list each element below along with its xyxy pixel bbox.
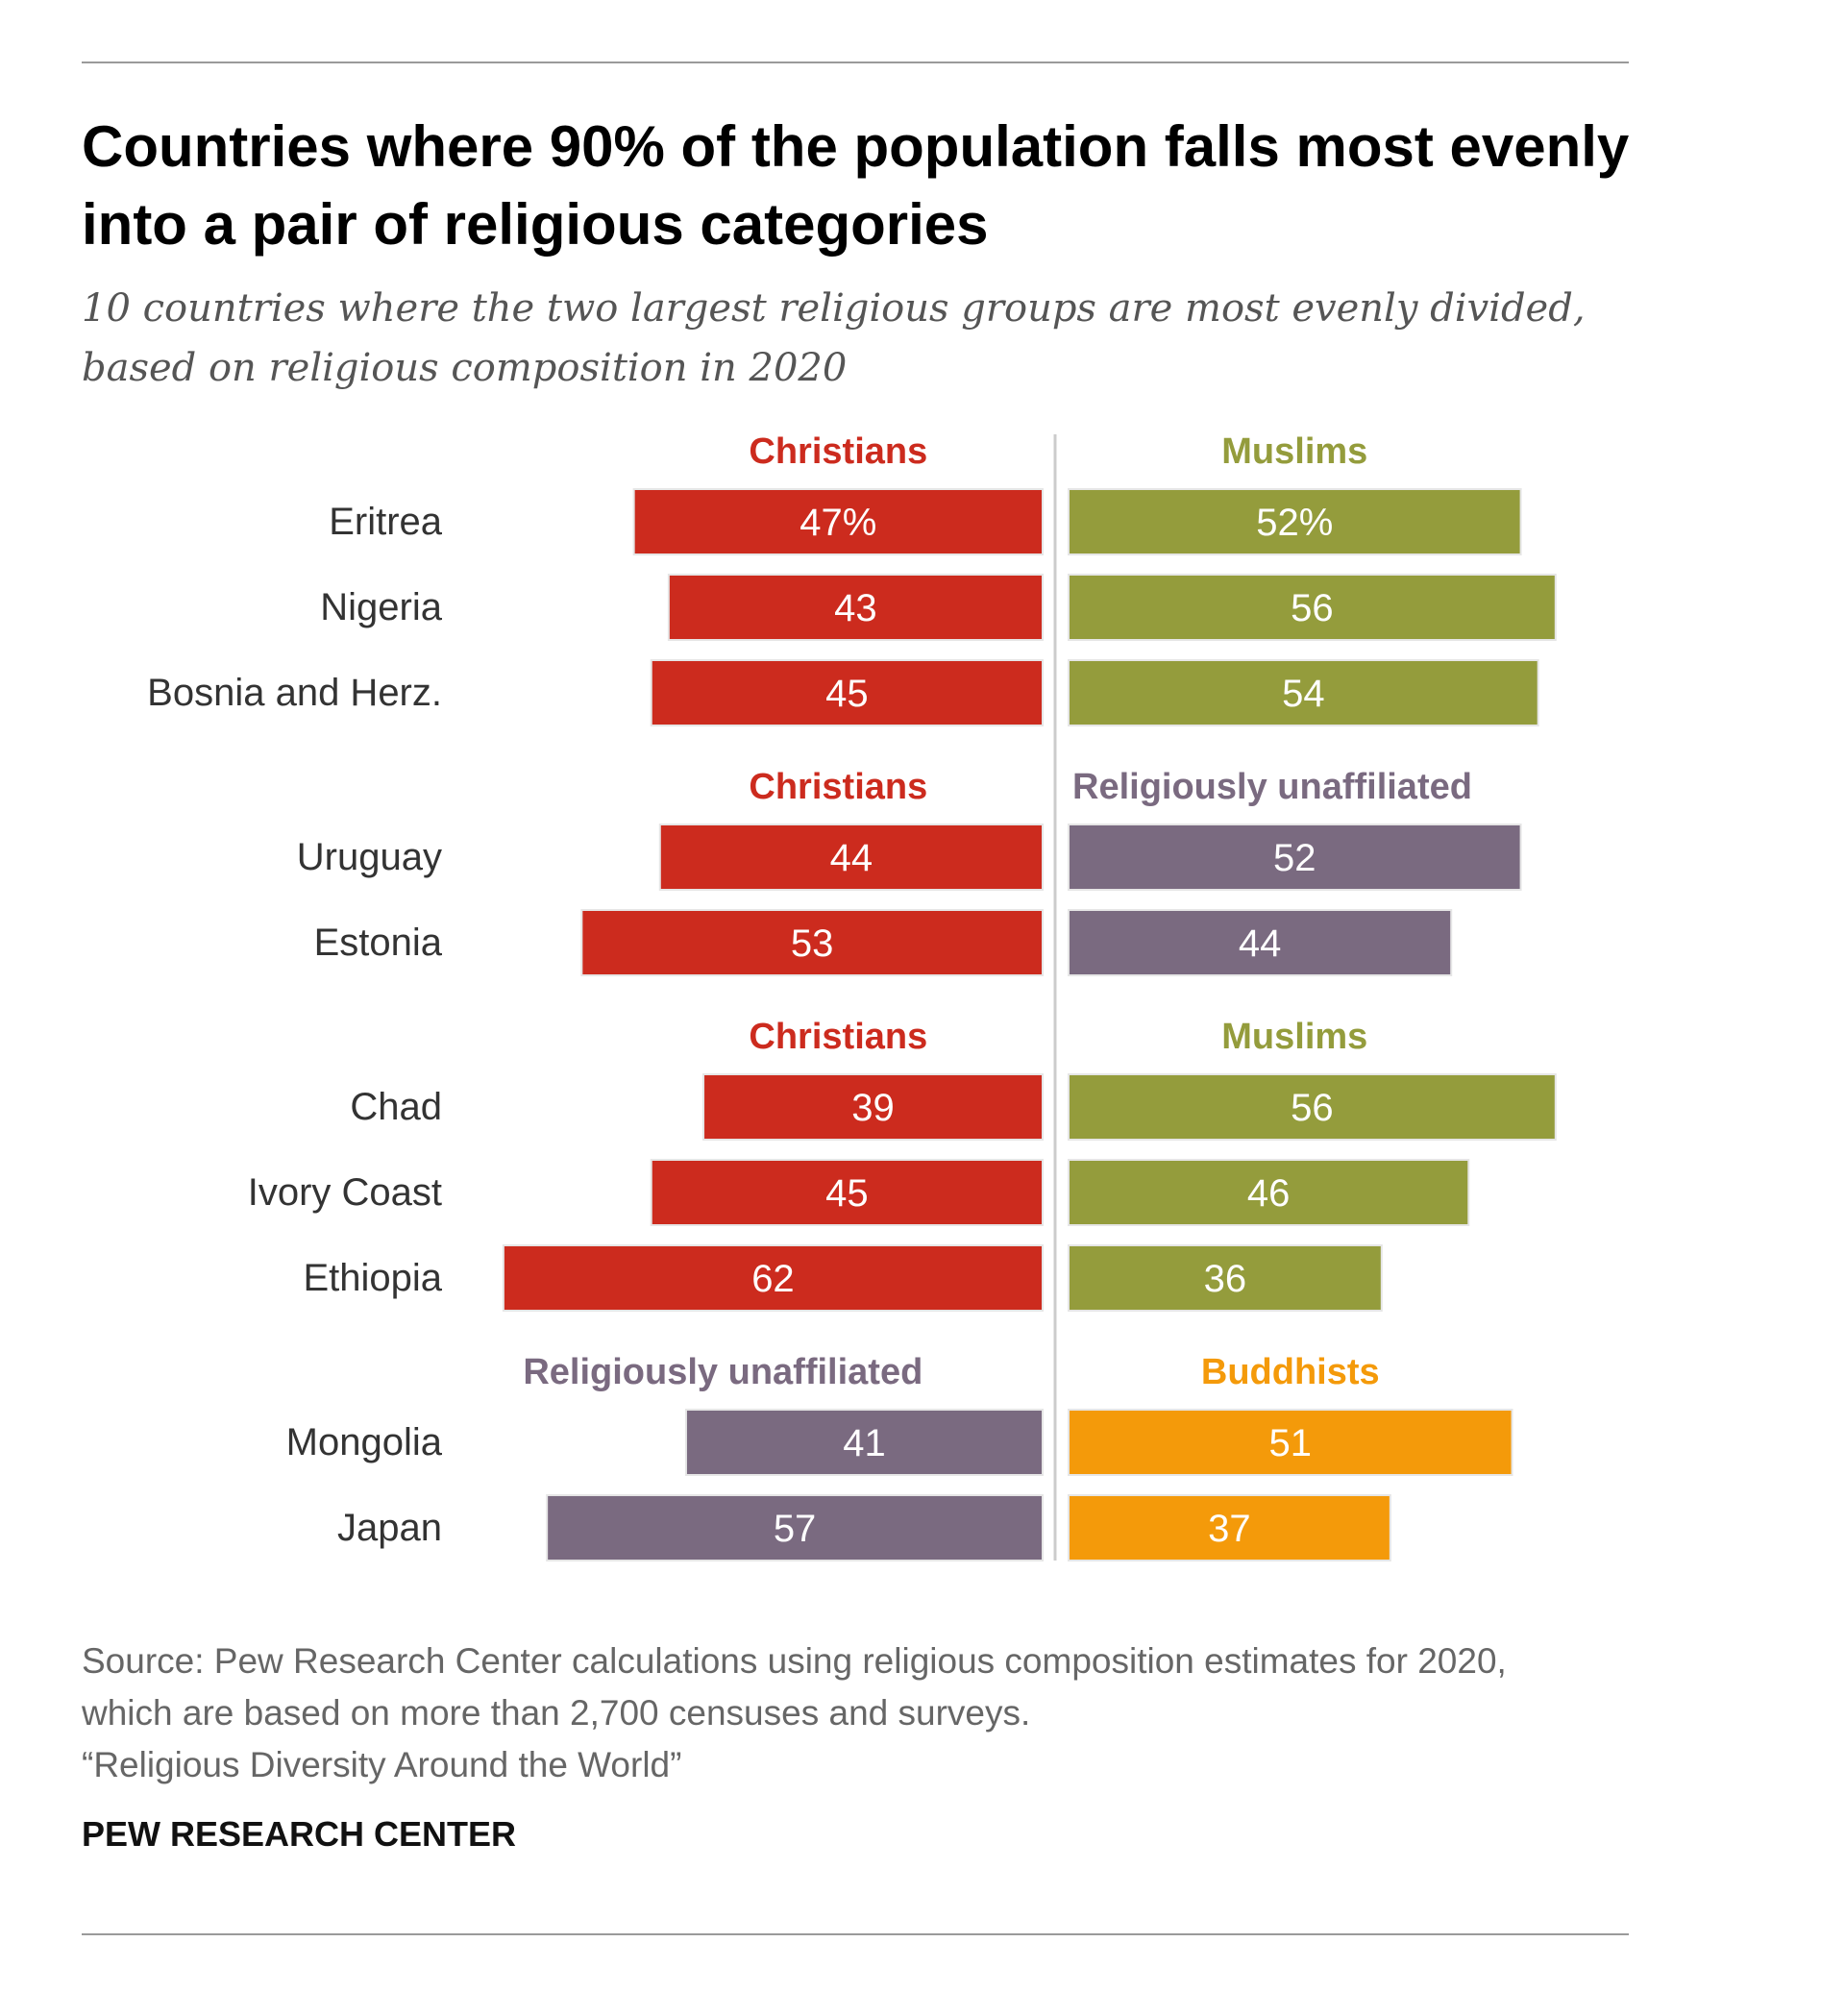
value-nigeria-christians: 43 — [834, 587, 877, 629]
bar-ethiopia-muslims — [1068, 1244, 1383, 1312]
value-bosnia-and-herz-muslims: 54 — [1282, 673, 1325, 715]
value-ivory-coast-muslims: 46 — [1247, 1172, 1291, 1215]
group-4-right-header: Buddhists — [1201, 1352, 1380, 1392]
bar-estonia-religiously-unaffiliated — [1068, 909, 1453, 976]
country-label-mongolia: Mongolia — [286, 1421, 443, 1463]
bar-uruguay-religiously-unaffiliated — [1068, 824, 1522, 891]
diverging-bar-chart: Christians Muslims Eritrea 47% 52% Nigeria 43 5… — [147, 431, 1557, 1561]
bar-eritrea-christians — [632, 488, 1045, 555]
group-4-left-header: Religiously unaffiliated — [523, 1352, 922, 1392]
country-label-ethiopia: Ethiopia — [303, 1257, 442, 1299]
value-mongolia-buddhists: 51 — [1269, 1422, 1313, 1464]
country-label-estonia: Estonia — [314, 922, 443, 964]
value-japan-buddhists: 37 — [1208, 1508, 1251, 1550]
group-2-right-header: Religiously unaffiliated — [1072, 767, 1472, 807]
bar-ivory-coast-muslims — [1068, 1159, 1470, 1226]
chart-title: Countries where 90% of the population fa… — [82, 114, 1630, 257]
source-line-3: “Religious Diversity Around the World” — [82, 1745, 682, 1784]
bar-bosnia-and-herz-muslims — [1068, 659, 1539, 726]
country-label-nigeria: Nigeria — [320, 586, 442, 628]
group-1-left-header: Christians — [749, 431, 927, 472]
country-label-eritrea: Eritrea — [329, 501, 443, 543]
bar-uruguay-christians — [658, 824, 1044, 891]
bar-ethiopia-christians — [502, 1244, 1044, 1312]
country-label-chad: Chad — [350, 1086, 442, 1128]
bar-japan-religiously-unaffiliated — [546, 1494, 1044, 1561]
chart-subtitle: 10 countries where the two largest relig… — [82, 286, 1586, 390]
value-chad-christians: 39 — [851, 1087, 895, 1129]
bar-bosnia-and-herz-christians — [650, 659, 1044, 726]
value-japan-religiously-unaffiliated: 57 — [774, 1508, 817, 1550]
top-rule — [82, 61, 1629, 63]
country-label-japan: Japan — [337, 1507, 442, 1549]
value-uruguay-christians: 44 — [830, 837, 873, 879]
bar-japan-buddhists — [1068, 1494, 1391, 1561]
value-eritrea-muslims: 52% — [1256, 502, 1333, 544]
value-uruguay-religiously-unaffiliated: 52 — [1273, 837, 1316, 879]
value-estonia-christians: 53 — [791, 922, 834, 965]
group-3-left-header: Christians — [749, 1017, 927, 1057]
value-nigeria-muslims: 56 — [1291, 587, 1334, 629]
group-3-right-header: Muslims — [1221, 1017, 1367, 1057]
bar-chad-christians — [702, 1073, 1044, 1141]
value-ethiopia-christians: 62 — [751, 1258, 795, 1300]
bar-mongolia-religiously-unaffiliated — [684, 1409, 1044, 1476]
value-bosnia-and-herz-christians: 45 — [825, 673, 869, 715]
bar-mongolia-buddhists — [1068, 1409, 1513, 1476]
bar-estonia-christians — [580, 909, 1044, 976]
country-label-bosnia-and-herz: Bosnia and Herz. — [147, 672, 442, 714]
bottom-rule — [82, 1933, 1629, 1935]
bar-ivory-coast-christians — [650, 1159, 1044, 1226]
bar-chad-muslims — [1068, 1073, 1557, 1141]
source-note: Source: Pew Research Center calculations… — [82, 1635, 1667, 1791]
value-eritrea-christians: 47% — [800, 502, 876, 544]
value-estonia-religiously-unaffiliated: 44 — [1239, 922, 1282, 965]
group-1-right-header: Muslims — [1221, 431, 1367, 472]
bar-nigeria-christians — [667, 574, 1044, 641]
bar-nigeria-muslims — [1068, 574, 1557, 641]
source-line-1: Source: Pew Research Center calculations… — [82, 1641, 1507, 1681]
brand-name: PEW RESEARCH CENTER — [82, 1814, 517, 1854]
country-label-uruguay: Uruguay — [297, 836, 442, 878]
value-ethiopia-muslims: 36 — [1204, 1258, 1247, 1300]
bar-eritrea-muslims — [1068, 488, 1522, 555]
value-ivory-coast-christians: 45 — [825, 1172, 869, 1215]
value-chad-muslims: 56 — [1291, 1087, 1334, 1129]
country-label-ivory-coast: Ivory Coast — [248, 1171, 442, 1214]
value-mongolia-religiously-unaffiliated: 41 — [843, 1422, 886, 1464]
group-2-left-header: Christians — [749, 767, 927, 807]
source-line-2: which are based on more than 2,700 censu… — [82, 1693, 1031, 1733]
